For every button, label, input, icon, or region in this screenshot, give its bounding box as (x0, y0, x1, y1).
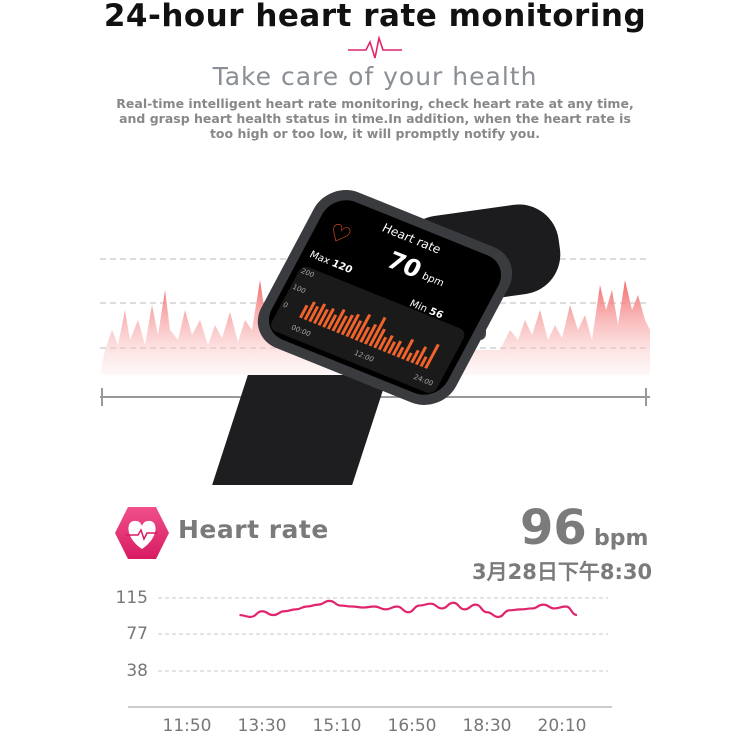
current-bpm-value: 96 (520, 500, 587, 556)
x-tick-label: 13:30 (237, 716, 287, 736)
measurement-datetime: 3月28日下午8:30 (472, 560, 653, 584)
y-tick-label: 115 (115, 588, 148, 608)
subtitle: Take care of your health (212, 62, 538, 91)
y-tick-label: 38 (126, 661, 148, 681)
x-tick-label: 18:30 (462, 716, 512, 736)
x-tick-label: 20:10 (537, 716, 587, 736)
heart-rate-series-line (239, 599, 578, 619)
smartwatch-image: Heart rate ♡ 70 bpm Max 120 Min 56 200 1… (200, 180, 570, 485)
x-tick-label: 15:10 (312, 716, 362, 736)
bpm-unit: bpm (594, 526, 649, 551)
heart-pulse-icon (115, 507, 169, 559)
heartbeat-line-icon (348, 36, 402, 59)
heart-rate-label: Heart rate (178, 515, 329, 544)
y-tick-label: 77 (126, 624, 148, 644)
x-tick-label: 16:50 (387, 716, 437, 736)
x-tick-label: 11:50 (162, 716, 212, 736)
description: Real-time intelligent heart rate monitor… (116, 96, 634, 141)
page-title: 24-hour heart rate monitoring (103, 0, 647, 34)
